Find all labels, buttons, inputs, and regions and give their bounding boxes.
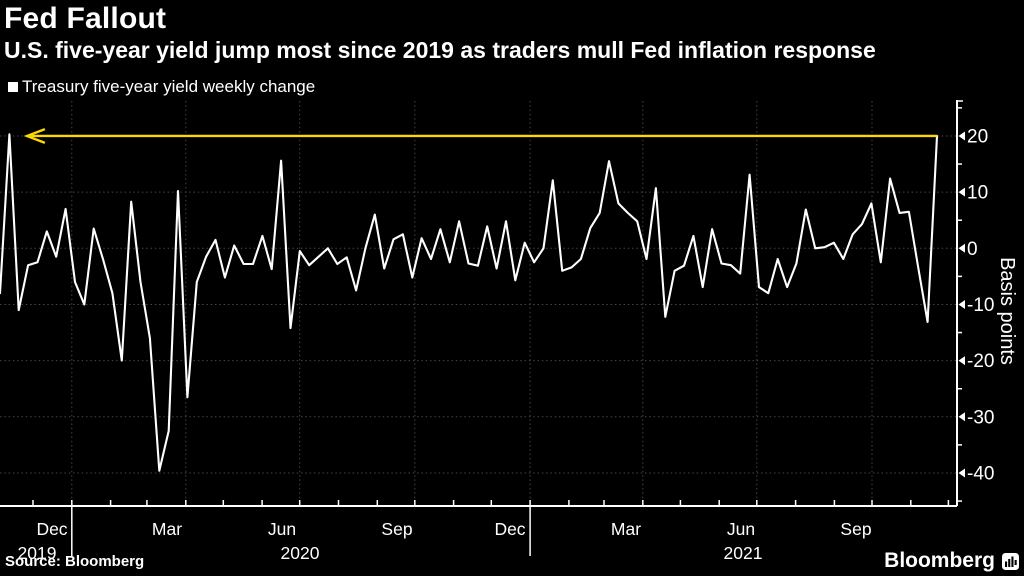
bloomberg-brand: Bloomberg <box>884 549 1019 573</box>
legend: Treasury five-year yield weekly change <box>8 77 315 97</box>
peak-reference-arrow <box>23 128 937 144</box>
x-month-label: Dec <box>36 519 67 539</box>
bloomberg-logo-text: Bloomberg <box>884 549 995 572</box>
page-subtitle: U.S. five-year yield jump most since 201… <box>4 37 876 63</box>
y-axis-title: Basis points <box>996 257 1018 365</box>
x-year-label: 2021 <box>724 543 763 563</box>
x-month-label: Dec <box>494 519 525 539</box>
x-month-label: Mar <box>152 519 182 539</box>
bloomberg-terminal-icon <box>1002 552 1019 570</box>
legend-swatch-icon <box>8 82 18 92</box>
x-month-label: Sep <box>381 519 412 539</box>
y-tick-label: 0 <box>967 239 978 260</box>
y-tick-label: -40 <box>967 463 994 484</box>
legend-label: Treasury five-year yield weekly change <box>22 77 316 96</box>
y-tick-label: 20 <box>967 126 988 147</box>
y-tick-label: -10 <box>967 295 994 316</box>
x-month-label: Jun <box>727 519 755 539</box>
axes: 20 10 0 -10 -20 -30 -40 Dec Mar Jun Sep Dec Mar Jun Se… <box>0 100 1018 563</box>
source-note: Source: Bloomberg <box>5 553 145 570</box>
y-tick-label: -20 <box>967 351 994 372</box>
page-title: Fed Fallout <box>4 2 167 35</box>
x-month-label: Sep <box>840 519 871 539</box>
x-month-label: Mar <box>611 519 641 539</box>
y-tick-label: 10 <box>967 183 988 204</box>
x-month-label: Jun <box>268 519 296 539</box>
x-year-label: 2020 <box>281 543 320 563</box>
yield-line <box>0 133 939 472</box>
x-year-label: 2019 <box>18 543 57 563</box>
y-tick-label: -30 <box>967 407 994 428</box>
